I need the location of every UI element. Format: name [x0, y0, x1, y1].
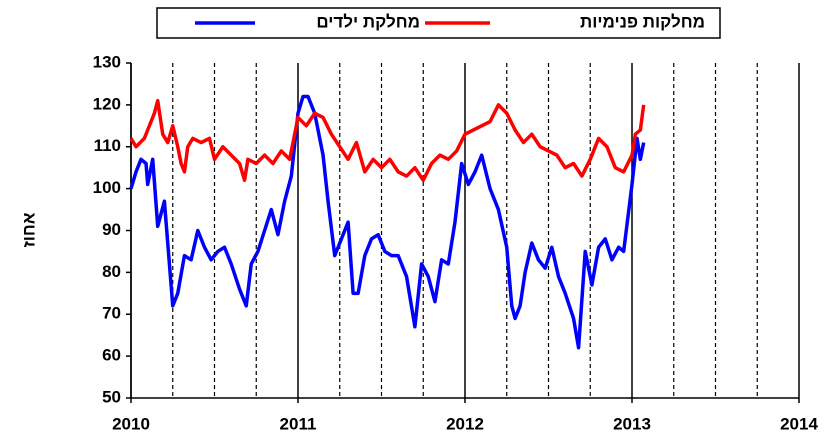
series-line — [129, 98, 646, 182]
y-tick-label: 100 — [93, 178, 121, 197]
x-tick-label: 2013 — [613, 414, 651, 433]
legend-label: מחלקות פנימיות — [580, 12, 705, 31]
x-tick-label: 2014 — [780, 414, 818, 433]
y-axis-title: אחוז — [19, 212, 38, 247]
y-tick-label: 60 — [102, 346, 121, 365]
y-tick-label: 80 — [102, 262, 121, 281]
series-line — [129, 94, 646, 350]
y-tick-label: 90 — [102, 220, 121, 239]
y-tick-label: 120 — [93, 94, 121, 113]
y-tick-label: 130 — [93, 52, 121, 71]
y-tick-label: 50 — [102, 387, 121, 406]
legend-label: מחלקת ילדים — [316, 12, 420, 31]
x-tick-label: 2012 — [446, 414, 484, 433]
y-tick-label: 70 — [102, 304, 121, 323]
y-tick-label: 110 — [94, 136, 121, 155]
x-tick-label: 2010 — [112, 414, 150, 433]
x-tick-label: 2011 — [280, 414, 317, 433]
